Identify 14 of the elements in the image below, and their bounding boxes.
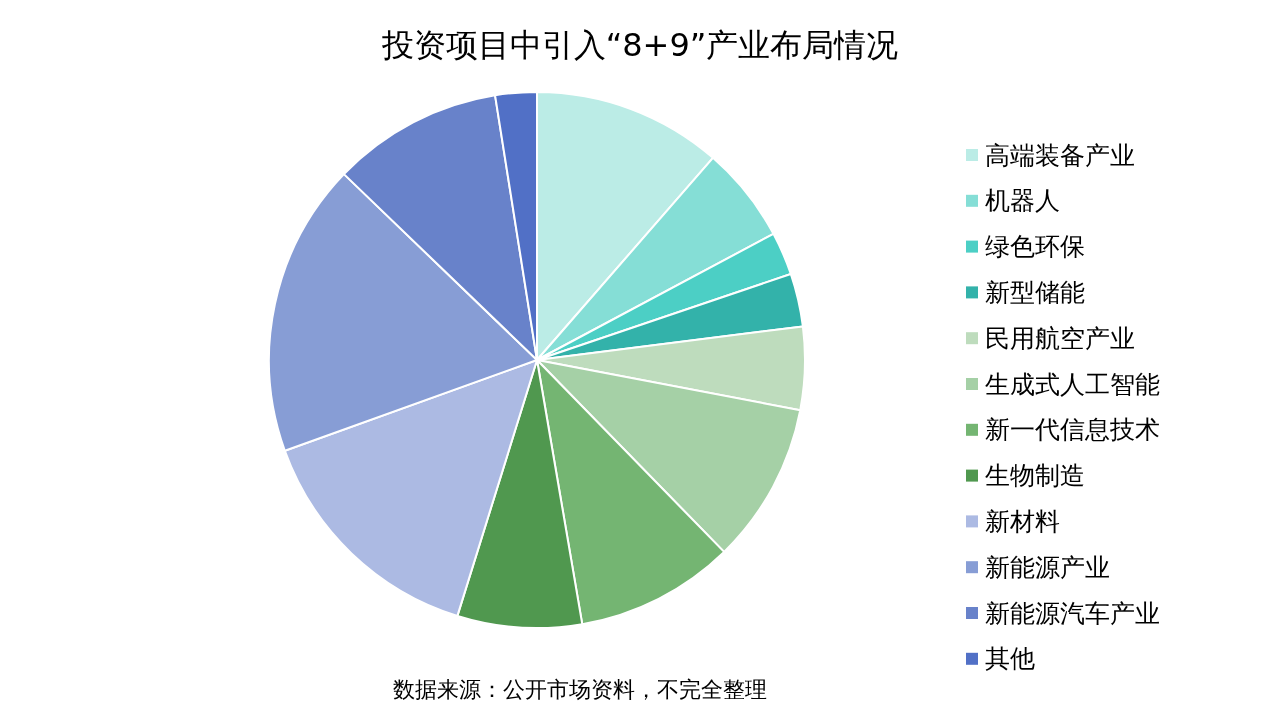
legend-label: 高端装备产业: [985, 140, 1135, 170]
legend-label: 生物制造: [985, 461, 1085, 491]
legend-label: 机器人: [985, 186, 1060, 216]
legend-label: 新能源产业: [985, 552, 1110, 582]
legend-label: 新一代信息技术: [985, 415, 1160, 445]
legend-label: 生成式人工智能: [985, 369, 1160, 399]
source-note: 数据来源：公开市场资料，不完全整理: [393, 676, 767, 702]
legend-label: 新型储能: [985, 277, 1085, 307]
chart-title: 投资项目中引入“8+9”产业布局情况: [380, 26, 899, 64]
legend-label: 新材料: [985, 506, 1060, 536]
legend-label: 民用航空产业: [985, 323, 1135, 353]
legend-label: 绿色环保: [985, 232, 1085, 262]
legend-label: 其他: [985, 644, 1035, 674]
legend-label: 新能源汽车产业: [985, 598, 1160, 628]
